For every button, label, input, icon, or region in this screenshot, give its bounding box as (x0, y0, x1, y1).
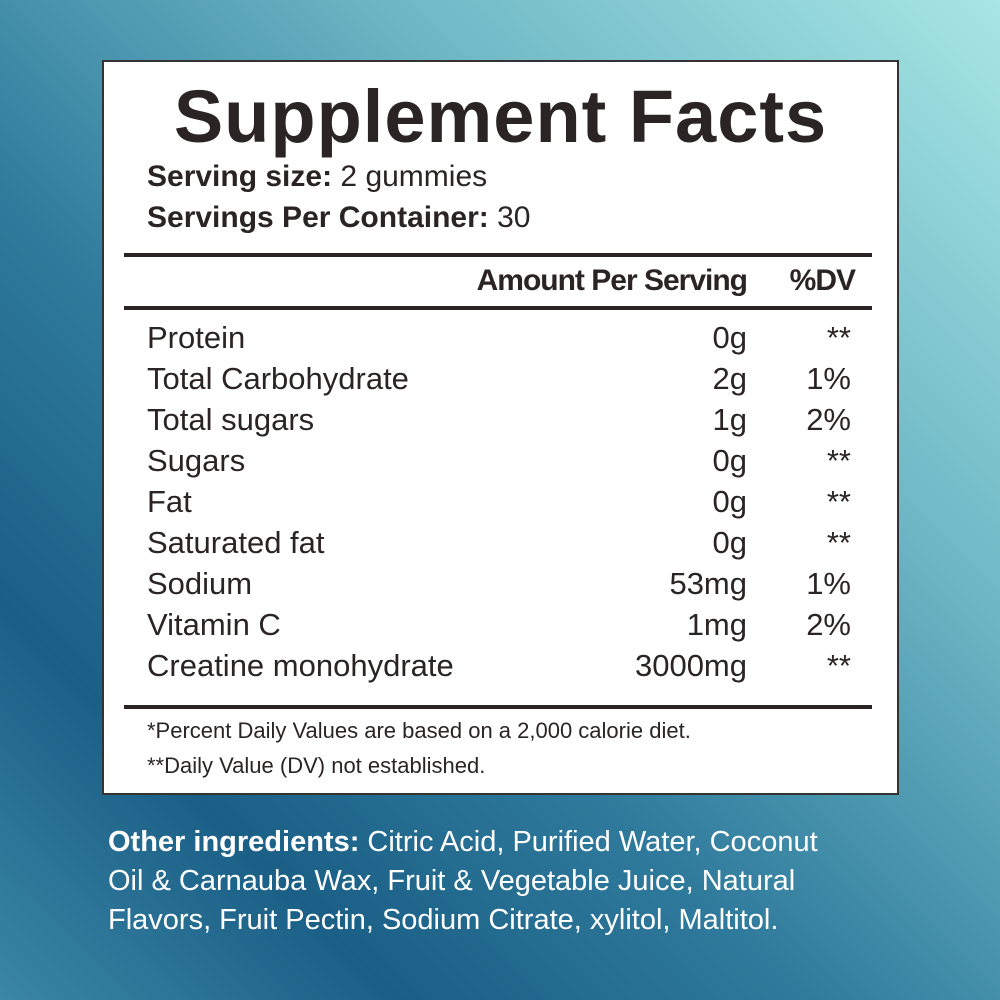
nutrient-dv: ** (826, 443, 851, 478)
nutrient-name: Vitamin C (147, 607, 281, 642)
footnote: **Daily Value (DV) not established. (147, 753, 486, 778)
divider (124, 253, 872, 257)
nutrient-name: Fat (147, 484, 192, 519)
ingredients-text: Flavors, Fruit Pectin, Sodium Citrate, x… (108, 904, 779, 936)
nutrient-dv: ** (826, 648, 851, 683)
nutrient-name: Protein (147, 320, 246, 355)
ingredients-line: Oil & Carnauba Wax, Fruit & Vegetable Ju… (108, 865, 795, 898)
servings-label: Servings Per Container: (147, 201, 489, 234)
nutrient-amount: 0g (712, 443, 747, 478)
supplement-facts-label: Supplement Facts Serving size: 2 gummies… (102, 60, 899, 795)
nutrient-dv: ** (826, 320, 851, 355)
serving-size-value: 2 gummies (340, 160, 488, 193)
divider (124, 306, 872, 310)
title: Supplement Facts (173, 75, 828, 158)
nutrient-amount: 53mg (669, 566, 747, 601)
nutrient-amount: 0g (712, 484, 747, 519)
amount-header: Amount Per Serving (476, 264, 748, 297)
footnote: *Percent Daily Values are based on a 2,0… (147, 718, 691, 743)
serving-size: Serving size: 2 gummies (147, 160, 487, 194)
divider (124, 705, 872, 709)
nutrient-name: Total Carbohydrate (147, 361, 409, 396)
nutrient-name: Sugars (147, 443, 246, 478)
nutrient-dv: 2% (806, 607, 851, 642)
ingredients-text: Citric Acid, Purified Water, Coconut (367, 826, 818, 858)
nutrient-dv: 1% (806, 566, 851, 601)
nutrient-name: Creatine monohydrate (147, 648, 454, 683)
nutrient-amount: 3000mg (634, 648, 747, 683)
nutrient-dv: 2% (806, 402, 851, 437)
dv-header: %DV (789, 264, 856, 297)
servings-value: 30 (497, 201, 531, 234)
nutrient-name: Saturated fat (147, 525, 325, 560)
nutrient-dv: ** (826, 525, 851, 560)
serving-size-label: Serving size: (147, 160, 333, 193)
nutrient-name: Total sugars (147, 402, 315, 437)
nutrient-amount: 1mg (686, 607, 747, 642)
nutrient-amount: 0g (712, 320, 747, 355)
nutrient-amount: 1g (712, 402, 747, 437)
nutrient-amount: 0g (712, 525, 747, 560)
ingredients-label: Other ingredients: (108, 826, 360, 858)
nutrient-name: Sodium (147, 566, 253, 601)
servings-per-container: Servings Per Container: 30 (147, 201, 530, 235)
nutrient-dv: ** (826, 484, 851, 519)
nutrient-amount: 2g (712, 361, 747, 396)
nutrient-dv: 1% (806, 361, 851, 396)
ingredients-line: Flavors, Fruit Pectin, Sodium Citrate, x… (108, 904, 778, 937)
ingredients-line: Other ingredients: Citric Acid, Purified… (108, 826, 818, 859)
ingredients-text: Oil & Carnauba Wax, Fruit & Vegetable Ju… (108, 865, 796, 897)
